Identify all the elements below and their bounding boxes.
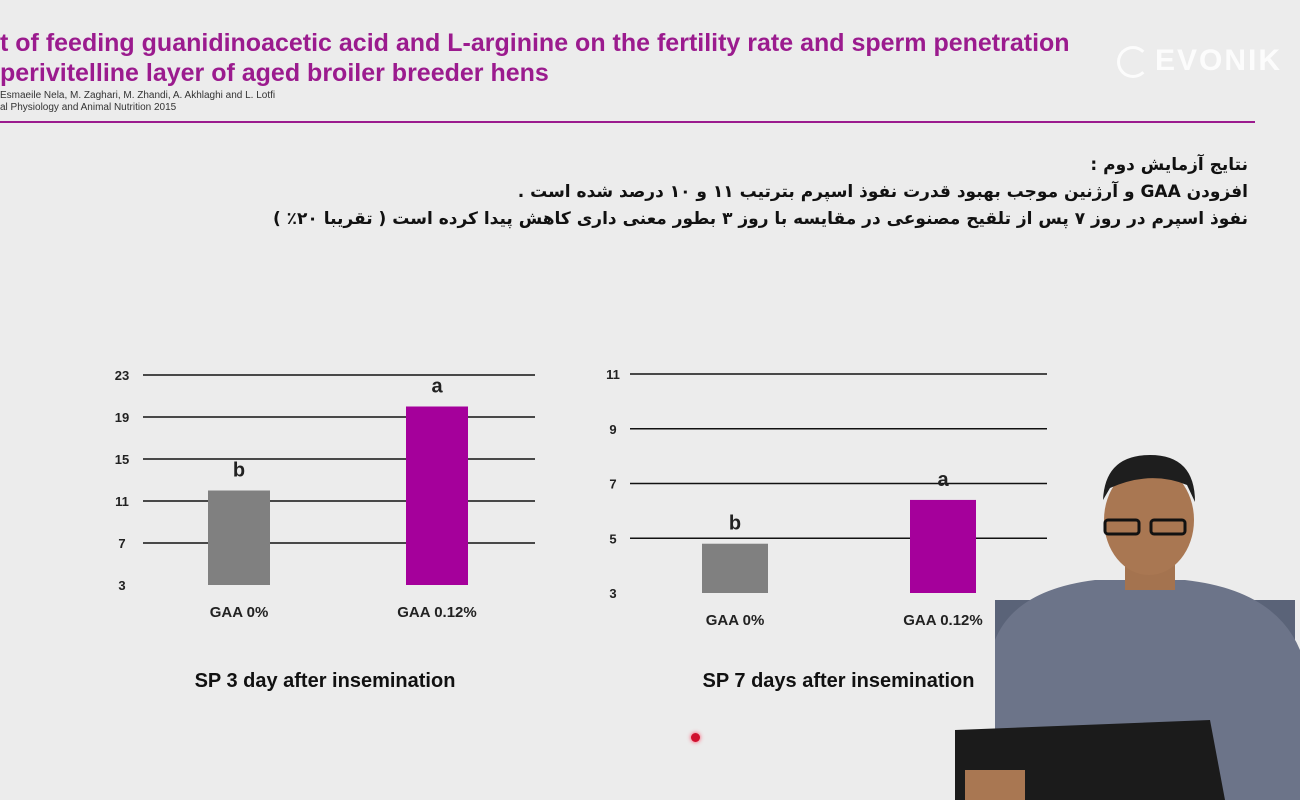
y-tick-label: 5: [609, 531, 616, 546]
significance-letter: b: [729, 513, 741, 535]
presenter-video: [955, 455, 1300, 800]
chart-title: SP 7 days after insemination: [703, 670, 975, 692]
significance-letter: a: [431, 376, 443, 398]
y-tick-label: 23: [115, 368, 129, 383]
bar: [702, 543, 768, 593]
persian-line-1: نتایج آزمایش دوم :: [1090, 155, 1248, 175]
glasses-right-icon: [1149, 518, 1187, 536]
persian-line-3: نفوذ اسپرم در روز ۷ پس از تلقیح مصنوعی د…: [272, 209, 1248, 229]
y-tick-label: 11: [606, 367, 620, 382]
significance-letter: b: [233, 460, 245, 482]
x-category-label: GAA 0%: [210, 604, 269, 621]
bar: [208, 490, 270, 585]
x-category-label: GAA 0.12%: [903, 612, 982, 629]
bar: [406, 406, 468, 585]
persian-results-text: نتایج آزمایش دوم : افزودن GAA و آرژنین م…: [48, 152, 1248, 233]
y-tick-label: 11: [115, 494, 129, 509]
x-category-label: GAA 0%: [706, 612, 765, 629]
authors-text: Esmaeile Nela, M. Zaghari, M. Zhandi, A.…: [0, 90, 276, 101]
slide-title-line-1: t of feeding guanidinoacetic acid and L-…: [0, 29, 1070, 57]
slide-title: t of feeding guanidinoacetic acid and L-…: [0, 28, 1260, 88]
logo-text: EVONIK: [1154, 44, 1282, 77]
evonik-logo-icon: [1116, 46, 1149, 79]
presenter-hair-icon: [1103, 455, 1195, 502]
journal-text: al Physiology and Animal Nutrition 2015: [0, 102, 177, 113]
slide-title-line-2: perivitelline layer of aged broiler bree…: [0, 59, 549, 87]
y-tick-label: 3: [609, 586, 616, 601]
y-tick-label: 7: [609, 477, 616, 492]
title-divider: [0, 121, 1255, 123]
persian-line-2: افزودن GAA و آرژنین موجب بهبود قدرت نفوذ…: [517, 182, 1248, 202]
presenter-face-icon: [1104, 465, 1194, 575]
y-tick-label: 19: [115, 410, 129, 425]
laser-pointer-dot: [691, 733, 700, 742]
bar: [910, 499, 976, 593]
x-category-label: GAA 0.12%: [397, 604, 476, 621]
y-tick-label: 7: [118, 536, 125, 551]
presenter-hand-icon: [965, 770, 1025, 800]
chart-title: SP 3 day after insemination: [195, 670, 456, 692]
y-tick-label: 15: [115, 452, 129, 467]
evonik-logo: EVONIK: [1116, 44, 1282, 79]
y-tick-label: 9: [609, 422, 616, 437]
citation: Esmaeile Nela, M. Zaghari, M. Zhandi, A.…: [0, 90, 275, 114]
y-tick-label: 3: [118, 578, 125, 593]
significance-letter: a: [937, 469, 949, 491]
glasses-left-icon: [1103, 518, 1141, 536]
